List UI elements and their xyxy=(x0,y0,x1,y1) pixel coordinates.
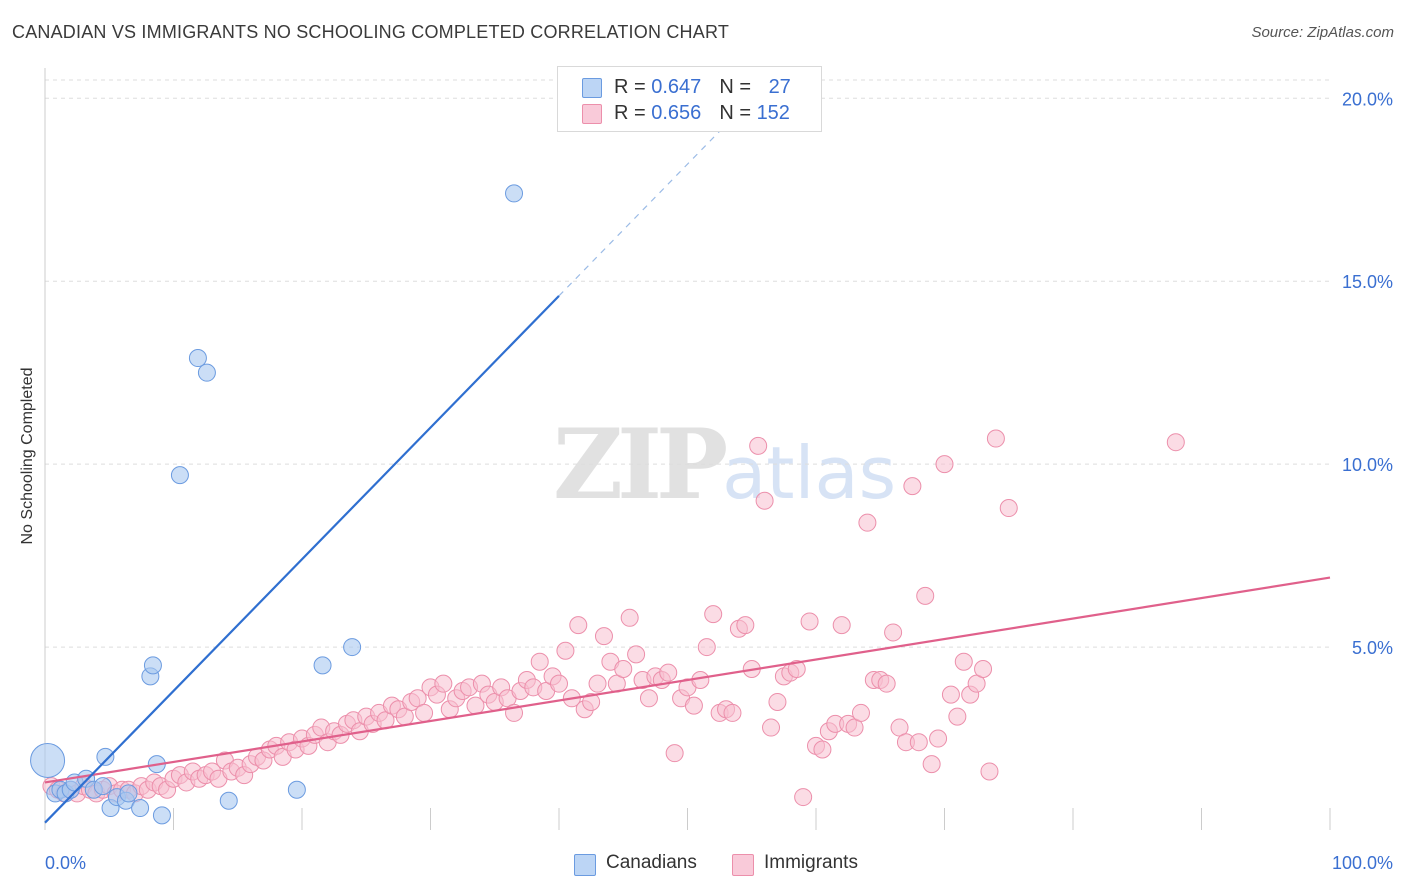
canadians-point xyxy=(143,656,162,675)
immigrants-point xyxy=(1166,433,1185,452)
immigrants-point xyxy=(980,762,999,781)
x-tick-label: 0.0% xyxy=(45,853,86,873)
immigrants-point xyxy=(762,718,781,737)
y-tick-label: 15.0% xyxy=(1342,272,1393,292)
y-tick-label: 20.0% xyxy=(1342,89,1393,109)
canadians-point xyxy=(96,747,115,766)
immigrants-point xyxy=(639,689,658,708)
n-value: 152 xyxy=(756,102,790,124)
immigrants-point xyxy=(935,455,954,474)
r-value: 0.647 xyxy=(651,76,702,98)
y-tick-label: 5.0% xyxy=(1352,638,1393,658)
immigrants-point xyxy=(954,652,973,671)
immigrants-point xyxy=(556,641,575,660)
immigrants-trend-line xyxy=(44,576,1331,784)
canadians-point xyxy=(152,806,171,825)
legend-label-immigrants: Immigrants xyxy=(764,852,858,873)
immigrants-point xyxy=(941,685,960,704)
immigrants-point xyxy=(736,616,755,635)
immigrants-swatch xyxy=(582,104,602,124)
r-label: R = xyxy=(614,76,652,98)
immigrants-point xyxy=(999,499,1018,518)
immigrants-point xyxy=(697,638,716,657)
immigrants-point xyxy=(851,703,870,722)
canadians-point xyxy=(343,638,362,657)
immigrants-point xyxy=(858,513,877,532)
immigrants-point xyxy=(594,627,613,646)
immigrants-point xyxy=(614,660,633,679)
immigrants-point xyxy=(903,477,922,496)
immigrants-point xyxy=(627,645,646,664)
immigrants-point xyxy=(569,616,588,635)
immigrants-point xyxy=(704,605,723,624)
immigrants-point xyxy=(723,703,742,722)
x-tick-label: 100.0% xyxy=(1332,853,1393,873)
immigrants-point xyxy=(832,616,851,635)
immigrants-point xyxy=(620,608,639,627)
immigrants-point xyxy=(550,674,568,693)
immigrants-point xyxy=(684,696,703,715)
immigrants-point xyxy=(659,663,678,682)
immigrants-swatch xyxy=(732,854,754,876)
r-label: R = xyxy=(614,102,652,124)
immigrants-point xyxy=(813,740,832,759)
canadians-swatch xyxy=(574,854,596,876)
immigrants-point xyxy=(415,703,434,722)
canadians-point xyxy=(131,799,150,818)
n-label: N = xyxy=(719,76,757,98)
n-label: N = xyxy=(719,102,757,124)
canadians-point xyxy=(505,184,524,203)
immigrants-point xyxy=(588,674,607,693)
immigrants-point xyxy=(755,491,774,510)
canadians-point xyxy=(170,466,189,485)
immigrants-point xyxy=(749,436,768,455)
canadians-point xyxy=(30,742,66,778)
canadians-point xyxy=(287,780,306,799)
immigrants-point xyxy=(909,733,928,752)
canadians-point xyxy=(313,656,332,675)
immigrants-point xyxy=(768,692,787,711)
immigrants-point xyxy=(794,788,813,807)
canadians-swatch xyxy=(582,78,602,98)
chart-title: CANADIAN VS IMMIGRANTS NO SCHOOLING COMP… xyxy=(12,22,730,42)
r-value: 0.656 xyxy=(651,102,702,124)
canadians-point xyxy=(188,349,207,368)
y-tick-label: 10.0% xyxy=(1342,455,1393,475)
canadians-point xyxy=(197,363,216,382)
legend-label-canadians: Canadians xyxy=(606,852,697,873)
immigrants-point xyxy=(434,674,453,693)
canadians-point xyxy=(219,791,238,810)
immigrants-point xyxy=(922,755,941,774)
immigrants-point xyxy=(929,729,948,748)
immigrants-point xyxy=(948,707,967,726)
correlation-legend: R = 0.647 N = 27 R = 0.656 N = 152 xyxy=(557,66,822,132)
immigrants-point xyxy=(974,660,993,679)
immigrants-point xyxy=(582,692,601,711)
source-label: Source: ZipAtlas.com xyxy=(1251,24,1394,41)
canadians-point xyxy=(93,777,112,796)
immigrants-point xyxy=(530,652,549,671)
canadians-trend-line xyxy=(44,295,560,824)
immigrants-point xyxy=(800,612,819,631)
immigrants-point xyxy=(665,744,684,763)
immigrants-point xyxy=(787,660,806,679)
immigrants-point xyxy=(877,674,896,693)
canadians-point xyxy=(119,784,138,803)
immigrants-point xyxy=(884,623,903,642)
n-value: 27 xyxy=(768,76,791,98)
immigrants-point xyxy=(986,429,1005,448)
series-legend: Canadians Immigrants xyxy=(0,852,1406,878)
immigrants-point xyxy=(916,586,935,605)
